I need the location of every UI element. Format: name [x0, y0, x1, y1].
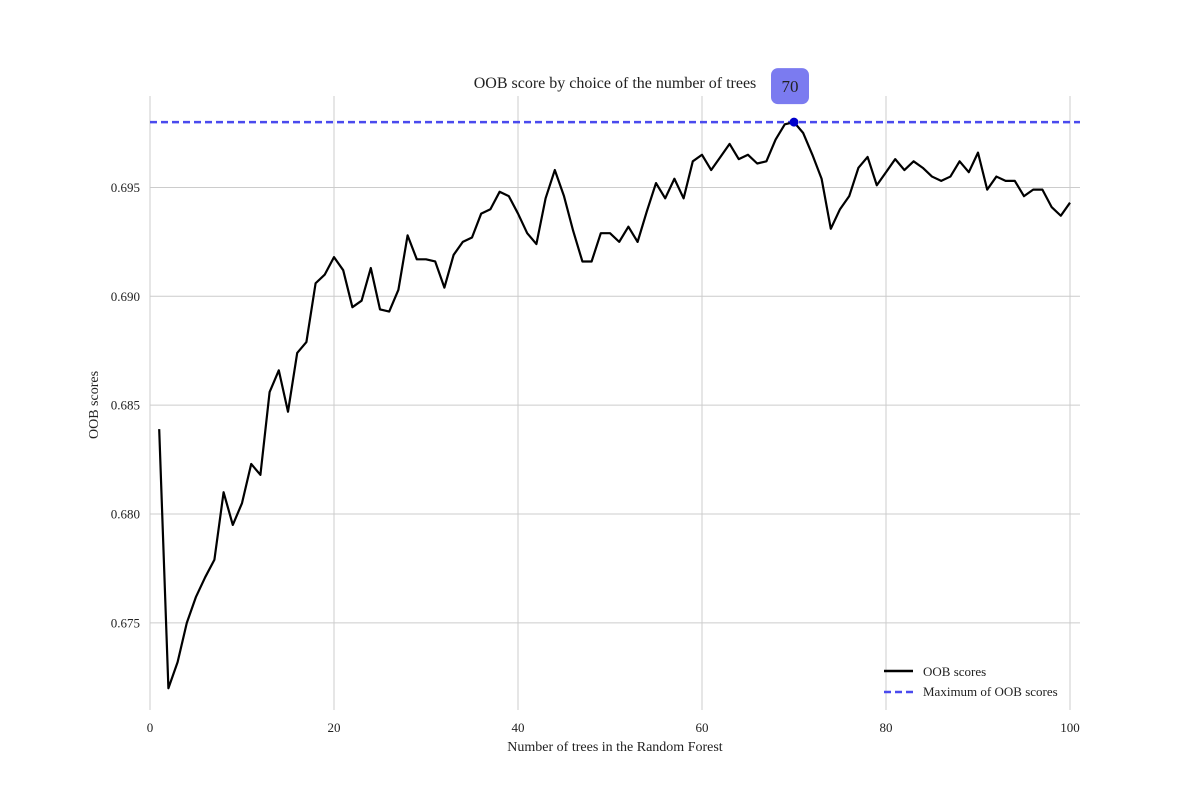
oob-scores-line [158, 121, 1071, 690]
max-annotation-box [771, 68, 809, 105]
x-axis-label: Number of trees in the Random Forest [507, 740, 723, 755]
y-tick-label: 0.695 [111, 180, 140, 195]
y-axis-label: OOB scores [87, 371, 102, 439]
y-tick-label: 0.675 [111, 615, 140, 630]
legend: OOB scores Maximum of OOB scores [884, 664, 1058, 699]
x-tick-label: 20 [328, 720, 341, 735]
max-point-marker [789, 117, 799, 127]
grid [149, 96, 1080, 710]
series-layer [158, 121, 1071, 690]
legend-label-oob-scores: OOB scores [923, 664, 986, 679]
x-tick-label: 60 [696, 720, 709, 735]
annotations: 70 [771, 68, 809, 127]
ticks: 0 20 40 60 80 100 0.675 0.680 0.685 0.690 0.695 [111, 180, 1080, 735]
y-tick-label: 0.690 [111, 289, 140, 304]
x-tick-label: 0 [147, 720, 154, 735]
x-tick-label: 80 [880, 720, 893, 735]
legend-label-max-oob: Maximum of OOB scores [923, 684, 1058, 699]
x-tick-label: 100 [1060, 720, 1080, 735]
x-tick-label: 40 [512, 720, 525, 735]
chart-title: OOB score by choice of the number of tre… [474, 75, 757, 92]
y-tick-label: 0.685 [111, 398, 140, 413]
max-annotation-label: 70 [782, 77, 799, 96]
y-tick-label: 0.680 [111, 507, 140, 522]
